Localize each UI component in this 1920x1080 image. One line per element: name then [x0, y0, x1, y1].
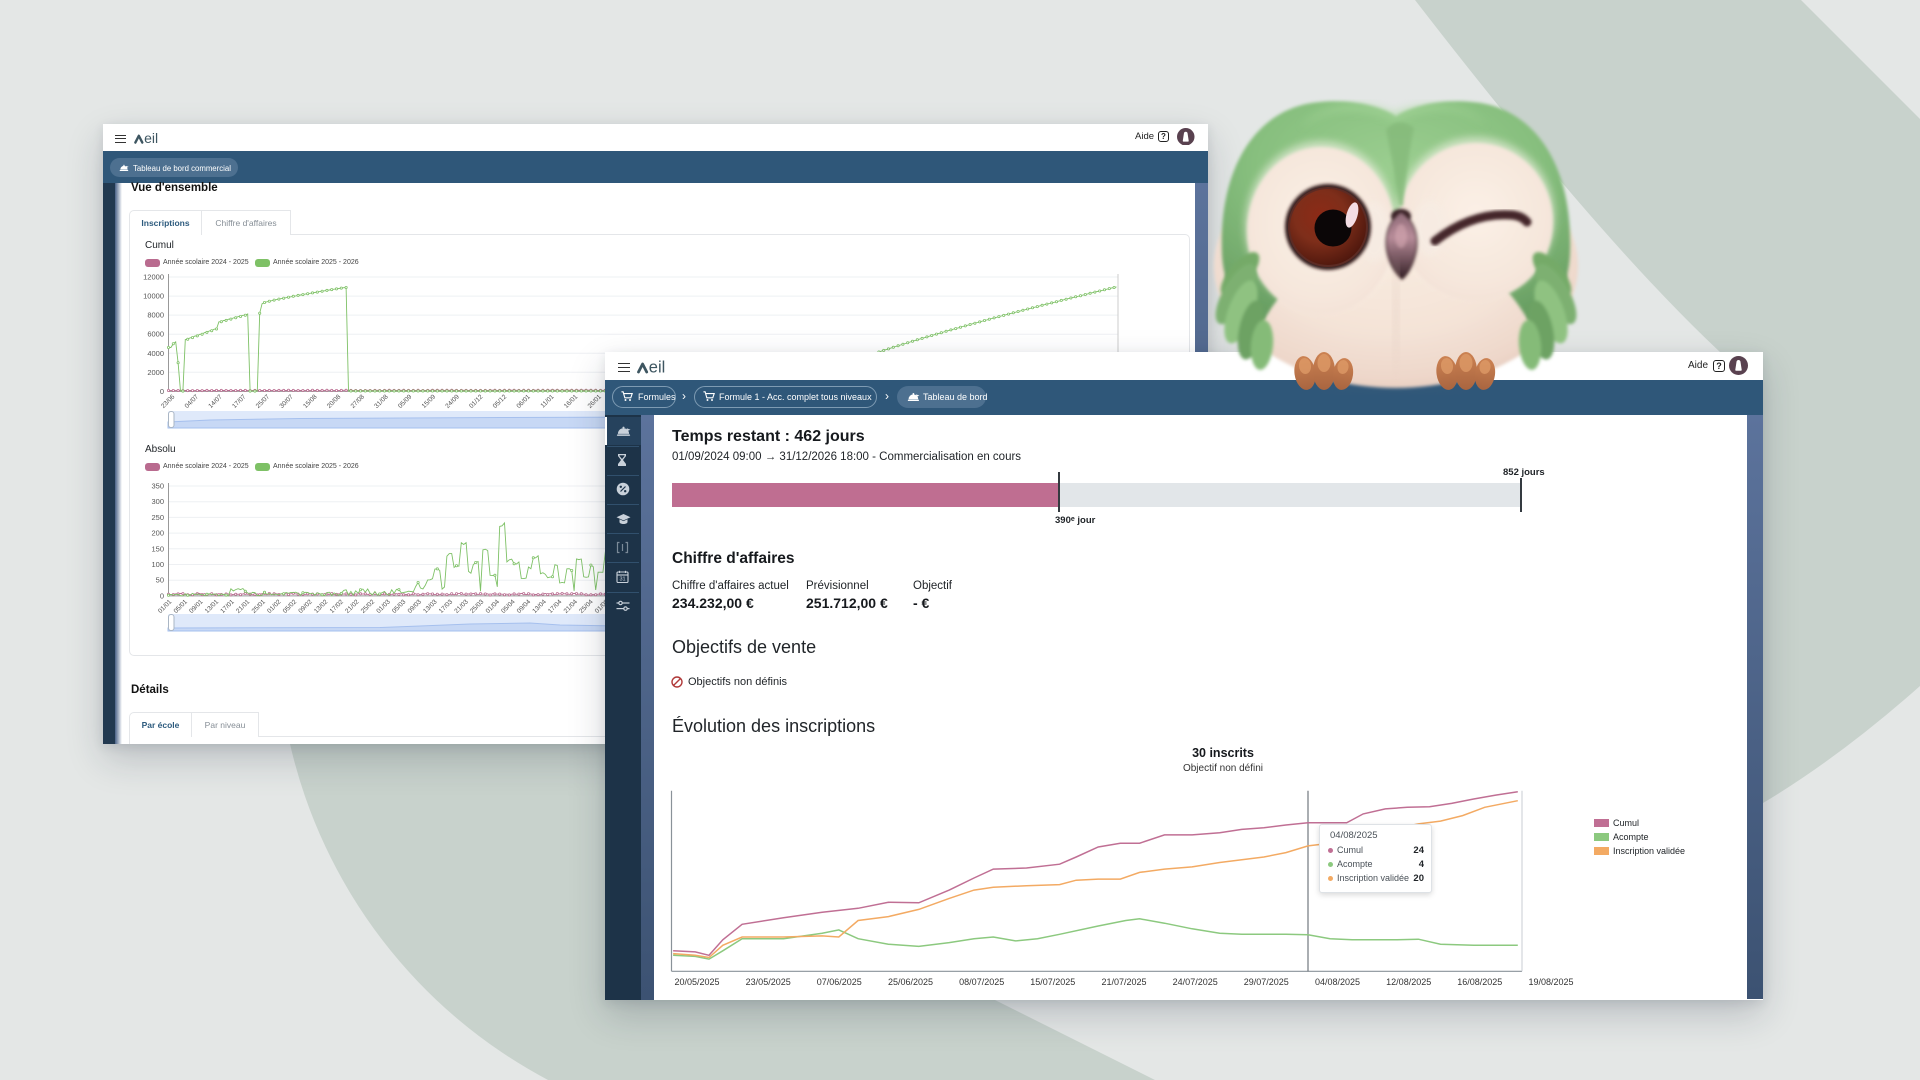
svg-text:12/08/2025: 12/08/2025 — [1386, 977, 1431, 987]
svg-text:29/07/2025: 29/07/2025 — [1244, 977, 1289, 987]
svg-text:eil: eil — [144, 130, 158, 146]
svg-text:24/09: 24/09 — [444, 393, 461, 410]
svg-text:05/12: 05/12 — [492, 393, 509, 410]
svg-text:30/07: 30/07 — [278, 393, 295, 410]
svg-text:350: 350 — [151, 482, 164, 491]
svg-text:17/07: 17/07 — [231, 393, 248, 410]
svg-text:eil: eil — [649, 359, 666, 377]
svg-text:20/05/2025: 20/05/2025 — [674, 977, 719, 987]
svg-text:250: 250 — [151, 513, 164, 522]
svg-text:300: 300 — [151, 497, 164, 506]
svg-text:50: 50 — [156, 576, 164, 585]
svg-text:10000: 10000 — [143, 292, 164, 301]
svg-text:31/08: 31/08 — [373, 393, 390, 410]
svg-text:12000: 12000 — [143, 273, 164, 282]
svg-text:16/08/2025: 16/08/2025 — [1457, 977, 1502, 987]
svg-text:150: 150 — [151, 544, 164, 553]
svg-text:04/08/2025: 04/08/2025 — [1315, 977, 1360, 987]
svg-text:31: 31 — [619, 577, 625, 583]
svg-text:15/08: 15/08 — [302, 393, 319, 410]
svg-text:0: 0 — [160, 387, 164, 396]
svg-text:19/08/2025: 19/08/2025 — [1528, 977, 1573, 987]
svg-text:14/07: 14/07 — [207, 393, 224, 410]
svg-text:6000: 6000 — [147, 330, 164, 339]
svg-text:4000: 4000 — [147, 349, 164, 358]
svg-text:200: 200 — [151, 529, 164, 538]
svg-text:100: 100 — [151, 560, 164, 569]
svg-text:15/09: 15/09 — [421, 393, 438, 410]
svg-text:06/01: 06/01 — [515, 393, 532, 410]
svg-text:0: 0 — [160, 591, 164, 600]
svg-text:08/07/2025: 08/07/2025 — [959, 977, 1004, 987]
svg-text:25/06/2025: 25/06/2025 — [888, 977, 933, 987]
svg-text:04/07: 04/07 — [184, 393, 201, 410]
svg-text:05/09: 05/09 — [397, 393, 414, 410]
svg-text:26/01: 26/01 — [587, 393, 604, 410]
svg-text:01/12: 01/12 — [468, 393, 485, 410]
svg-text:25/07: 25/07 — [255, 393, 272, 410]
svg-text:23/05/2025: 23/05/2025 — [746, 977, 791, 987]
svg-text:21/07/2025: 21/07/2025 — [1101, 977, 1146, 987]
svg-text:16/01: 16/01 — [563, 393, 580, 410]
svg-text:2000: 2000 — [147, 368, 164, 377]
svg-text:27/08: 27/08 — [350, 393, 367, 410]
svg-text:20/08: 20/08 — [326, 393, 343, 410]
svg-text:15/07/2025: 15/07/2025 — [1030, 977, 1075, 987]
svg-text:11/01: 11/01 — [539, 393, 555, 409]
svg-text:07/06/2025: 07/06/2025 — [817, 977, 862, 987]
svg-text:8000: 8000 — [147, 311, 164, 320]
svg-text:24/07/2025: 24/07/2025 — [1173, 977, 1218, 987]
